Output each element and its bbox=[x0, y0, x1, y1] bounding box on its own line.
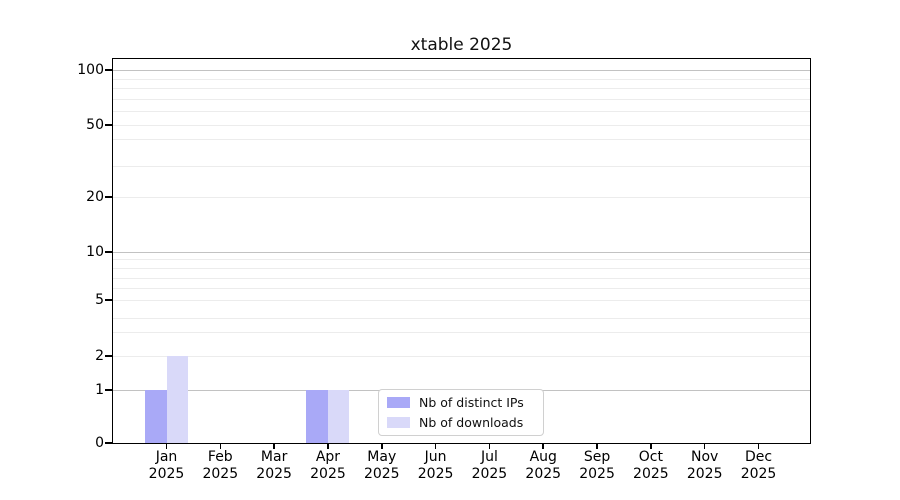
month-label: Mar bbox=[260, 449, 288, 465]
x-tick-mark-nov bbox=[703, 444, 706, 449]
y-tick-mark-100 bbox=[105, 69, 112, 71]
x-tick-label-sep: Sep 2025 bbox=[565, 449, 629, 483]
bar-nb-of-distinct-ips-jan bbox=[145, 390, 167, 443]
legend-item-distinct-ips: Nb of distinct IPs bbox=[387, 395, 535, 410]
y-tick-mark-10 bbox=[105, 251, 112, 253]
x-tick-mark-jul bbox=[488, 444, 491, 449]
year-label: 2025 bbox=[417, 466, 454, 482]
gridline-4 bbox=[113, 317, 810, 319]
month-label: Dec bbox=[744, 449, 773, 465]
year-label: 2025 bbox=[740, 466, 777, 482]
y-tick-label-50: 50 bbox=[86, 117, 104, 133]
x-tick-mark-jan bbox=[165, 444, 168, 449]
month-label: Aug bbox=[529, 449, 557, 465]
x-tick-mark-may bbox=[381, 444, 383, 449]
year-label: 2025 bbox=[256, 466, 292, 482]
legend-item-downloads: Nb of downloads bbox=[387, 415, 535, 430]
gridline-60 bbox=[113, 110, 810, 112]
month-label: Oct bbox=[638, 449, 663, 465]
gridline-8 bbox=[113, 267, 810, 269]
gridline-5 bbox=[113, 299, 810, 301]
x-tick-mark-aug bbox=[542, 444, 544, 449]
month-label: Jun bbox=[424, 449, 447, 465]
y-tick-label-1: 1 bbox=[95, 382, 104, 398]
x-tick-label-oct: Oct 2025 bbox=[619, 449, 683, 483]
y-tick-mark-20 bbox=[105, 196, 112, 198]
x-tick-mark-apr bbox=[327, 444, 329, 449]
y-tick-label-0: 0 bbox=[95, 435, 104, 451]
gridline-20 bbox=[113, 196, 810, 198]
x-tick-mark-jun bbox=[434, 444, 437, 449]
x-tick-label-feb: Feb 2025 bbox=[188, 449, 252, 483]
year-label: 2025 bbox=[686, 466, 723, 482]
x-tick-label-jun: Jun 2025 bbox=[404, 449, 468, 483]
y-tick-label-5: 5 bbox=[95, 292, 104, 308]
gridline-10 bbox=[113, 251, 810, 253]
year-label: 2025 bbox=[579, 466, 615, 482]
month-label: Apr bbox=[315, 449, 341, 465]
legend-label-downloads: Nb of downloads bbox=[419, 415, 524, 430]
month-label: May bbox=[367, 449, 397, 465]
y-tick-label-20: 20 bbox=[86, 189, 104, 205]
x-tick-mark-oct bbox=[650, 444, 652, 449]
year-label: 2025 bbox=[148, 466, 185, 482]
x-tick-label-apr: Apr 2025 bbox=[296, 449, 360, 483]
legend: Nb of distinct IPs Nb of downloads bbox=[378, 389, 544, 436]
gridline-100 bbox=[113, 69, 810, 71]
x-tick-mark-sep bbox=[596, 444, 598, 449]
chart-title: xtable 2025 bbox=[410, 35, 513, 55]
month-label: Jan bbox=[155, 449, 178, 465]
month-label: Jul bbox=[480, 449, 498, 465]
year-label: 2025 bbox=[310, 466, 346, 482]
gridline-40 bbox=[113, 138, 810, 140]
bar-nb-of-downloads-jan bbox=[166, 356, 188, 443]
y-tick-label-10: 10 bbox=[86, 244, 104, 260]
y-tick-mark-2 bbox=[105, 355, 112, 357]
gridline-7 bbox=[113, 277, 810, 279]
x-tick-label-may: May 2025 bbox=[350, 449, 414, 483]
gridline-90 bbox=[113, 78, 810, 80]
y-tick-mark-5 bbox=[105, 299, 112, 301]
gridline-2 bbox=[113, 355, 810, 357]
y-tick-mark-1 bbox=[105, 389, 112, 391]
legend-swatch-downloads bbox=[387, 417, 410, 428]
gridline-30 bbox=[113, 165, 810, 167]
gridline-3 bbox=[113, 331, 810, 333]
x-tick-label-dec: Dec 2025 bbox=[727, 449, 791, 483]
y-tick-mark-0 bbox=[105, 442, 112, 444]
x-tick-mark-dec bbox=[757, 444, 760, 449]
x-tick-label-jul: Jul 2025 bbox=[457, 449, 521, 483]
year-label: 2025 bbox=[363, 466, 400, 482]
legend-swatch-distinct-ips bbox=[387, 397, 410, 408]
year-label: 2025 bbox=[525, 466, 562, 482]
gridline-50 bbox=[113, 124, 810, 126]
y-tick-label-100: 100 bbox=[77, 62, 104, 78]
x-tick-label-mar: Mar 2025 bbox=[242, 449, 306, 483]
gridline-9 bbox=[113, 258, 810, 260]
legend-label-distinct-ips: Nb of distinct IPs bbox=[419, 395, 524, 410]
month-label: Feb bbox=[207, 449, 233, 465]
month-label: Nov bbox=[691, 449, 719, 465]
year-label: 2025 bbox=[202, 466, 239, 482]
x-tick-label-aug: Aug 2025 bbox=[511, 449, 575, 483]
bar-nb-of-distinct-ips-apr bbox=[306, 390, 328, 443]
x-tick-label-jan: Jan 2025 bbox=[135, 449, 199, 483]
x-tick-mark-mar bbox=[273, 444, 275, 449]
year-label: 2025 bbox=[471, 466, 508, 482]
gridline-80 bbox=[113, 87, 810, 89]
y-tick-mark-50 bbox=[105, 124, 112, 126]
y-tick-label-2: 2 bbox=[95, 348, 104, 364]
gridline-70 bbox=[113, 98, 810, 100]
plot-area: Nb of distinct IPs Nb of downloads bbox=[112, 58, 811, 444]
bar-nb-of-downloads-apr bbox=[327, 390, 350, 443]
month-label: Sep bbox=[583, 449, 611, 465]
x-tick-label-nov: Nov 2025 bbox=[673, 449, 737, 483]
gridline-6 bbox=[113, 287, 810, 289]
year-label: 2025 bbox=[633, 466, 669, 482]
x-tick-mark-feb bbox=[219, 444, 222, 449]
